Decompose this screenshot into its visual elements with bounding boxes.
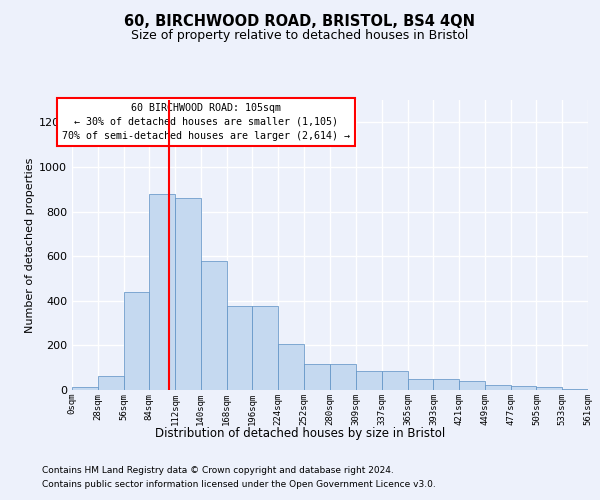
Bar bbox=[536, 386, 562, 390]
Text: Size of property relative to detached houses in Bristol: Size of property relative to detached ho… bbox=[131, 29, 469, 42]
Bar bbox=[98, 376, 124, 390]
Bar bbox=[511, 386, 536, 390]
Bar bbox=[252, 306, 278, 390]
Bar bbox=[175, 198, 201, 390]
Bar bbox=[72, 387, 98, 390]
Text: 60, BIRCHWOOD ROAD, BRISTOL, BS4 4QN: 60, BIRCHWOOD ROAD, BRISTOL, BS4 4QN bbox=[125, 14, 476, 29]
Bar bbox=[329, 364, 356, 390]
Text: Contains public sector information licensed under the Open Government Licence v3: Contains public sector information licen… bbox=[42, 480, 436, 489]
Bar bbox=[304, 364, 329, 390]
Bar bbox=[562, 389, 588, 390]
Bar bbox=[382, 371, 408, 390]
Y-axis label: Number of detached properties: Number of detached properties bbox=[25, 158, 35, 332]
Bar bbox=[459, 381, 485, 390]
Text: 60 BIRCHWOOD ROAD: 105sqm
← 30% of detached houses are smaller (1,105)
70% of se: 60 BIRCHWOOD ROAD: 105sqm ← 30% of detac… bbox=[62, 103, 350, 141]
Bar bbox=[485, 385, 511, 390]
Bar bbox=[227, 306, 252, 390]
Text: Distribution of detached houses by size in Bristol: Distribution of detached houses by size … bbox=[155, 428, 445, 440]
Bar bbox=[356, 371, 382, 390]
Bar bbox=[149, 194, 175, 390]
Bar bbox=[124, 292, 149, 390]
Bar bbox=[201, 260, 227, 390]
Bar bbox=[433, 379, 459, 390]
Bar bbox=[278, 344, 304, 390]
Text: Contains HM Land Registry data © Crown copyright and database right 2024.: Contains HM Land Registry data © Crown c… bbox=[42, 466, 394, 475]
Bar bbox=[408, 379, 433, 390]
